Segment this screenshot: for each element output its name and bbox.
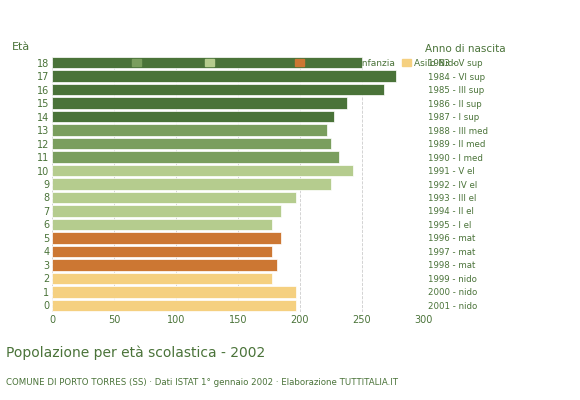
Bar [52,232,281,244]
Bar [52,138,331,149]
Bar [52,259,277,270]
Bar [52,272,273,284]
Bar [52,84,384,96]
Bar [52,246,273,257]
Bar [52,151,339,163]
Bar [52,178,331,190]
Bar [52,70,396,82]
Legend: Sec. II grado, Sec. I grado, Scuola Primaria, Scuola dell'Infanzia, Asilo Nido: Sec. II grado, Sec. I grado, Scuola Prim… [57,58,459,68]
Text: Età: Età [12,42,30,52]
Bar [52,219,273,230]
Bar [52,205,281,217]
Bar [52,192,296,203]
Text: Popolazione per età scolastica - 2002: Popolazione per età scolastica - 2002 [6,346,265,360]
Bar [52,300,296,311]
Bar [52,57,361,68]
Text: COMUNE DI PORTO TORRES (SS) · Dati ISTAT 1° gennaio 2002 · Elaborazione TUTTITAL: COMUNE DI PORTO TORRES (SS) · Dati ISTAT… [6,378,398,387]
Bar [52,286,296,298]
Bar [52,98,347,109]
Bar [52,111,334,122]
Bar [52,165,353,176]
Bar [52,124,327,136]
Text: Anno di nascita: Anno di nascita [425,44,505,54]
